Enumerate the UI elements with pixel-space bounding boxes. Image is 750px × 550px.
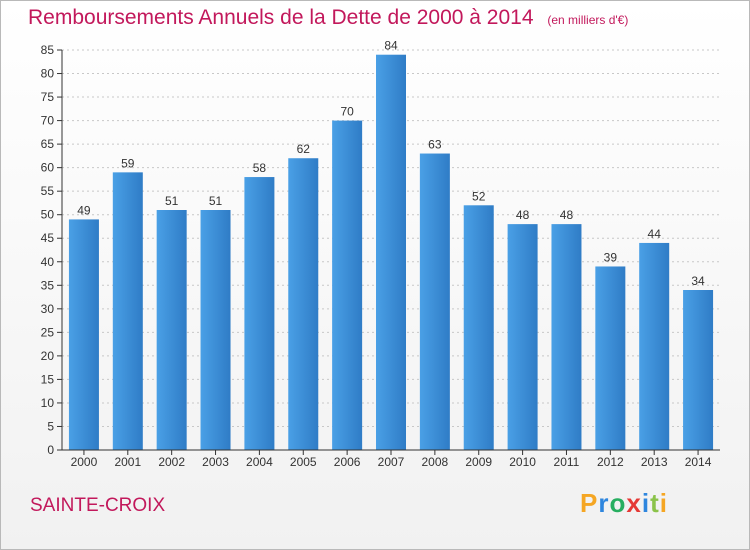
y-tick-label: 65 (41, 137, 55, 151)
bar-value-label: 51 (165, 194, 179, 208)
bar (244, 177, 275, 450)
bar (639, 242, 670, 450)
bar (595, 266, 626, 450)
y-tick-label: 40 (41, 255, 55, 269)
bar (551, 224, 582, 450)
y-tick-label: 15 (41, 372, 55, 386)
bar-value-label: 51 (209, 194, 223, 208)
y-tick-label: 85 (41, 43, 55, 57)
x-tick-label: 2000 (71, 455, 98, 469)
bars (68, 54, 714, 451)
bar (419, 153, 450, 450)
commune-name: SAINTE-CROIX (30, 495, 166, 516)
bar (288, 158, 319, 450)
bar (507, 224, 538, 450)
x-tick-label: 2004 (246, 455, 273, 469)
y-tick-label: 0 (47, 443, 54, 457)
x-tick-label: 2003 (202, 455, 229, 469)
bar (156, 210, 187, 450)
bar-value-label: 49 (77, 203, 91, 217)
bar-value-label: 48 (560, 208, 574, 222)
proxiti-logo[interactable]: Proxiti (580, 488, 668, 518)
x-tick-label: 2001 (114, 455, 141, 469)
bar (683, 290, 714, 450)
bar-value-label: 34 (691, 274, 705, 288)
x-tick-label: 2007 (378, 455, 405, 469)
y-tick-label: 55 (41, 184, 55, 198)
chart-title-text: Remboursements Annuels de la Dette de 20… (28, 6, 534, 29)
x-tick-label: 2012 (597, 455, 624, 469)
bar (376, 54, 406, 451)
y-axis: 0 5 10 15 20 25 30 35 40 45 50 55 60 65 70 75 80 85 (41, 43, 63, 457)
x-tick-label: 2013 (641, 455, 668, 469)
bar-value-label: 52 (472, 189, 486, 203)
y-tick-label: 5 (47, 419, 54, 433)
bar (200, 210, 231, 450)
bar-value-label: 84 (384, 39, 398, 53)
y-tick-label: 70 (41, 114, 55, 128)
x-tick-label: 2009 (465, 455, 492, 469)
y-tick-label: 20 (41, 349, 55, 363)
chart-title: Remboursements Annuels de la Dette de 20… (28, 6, 628, 30)
y-tick-label: 80 (41, 67, 55, 81)
y-tick-label: 60 (41, 161, 55, 175)
y-tick-label: 35 (41, 278, 55, 292)
bar-value-label: 58 (253, 161, 267, 175)
bar-value-label: 48 (516, 208, 530, 222)
bar (68, 219, 99, 450)
bar-value-label: 39 (604, 250, 618, 264)
chart-subtitle: (en milliers d'€) (547, 13, 629, 27)
y-tick-label: 75 (41, 90, 55, 104)
bar-value-label: 44 (648, 227, 662, 241)
y-tick-label: 45 (41, 231, 55, 245)
value-labels: 49 59 51 51 58 62 70 84 63 52 48 48 39 44 34 (77, 39, 705, 288)
bar (463, 205, 494, 450)
bar-value-label: 70 (340, 105, 354, 119)
x-tick-label: 2006 (334, 455, 361, 469)
bar-value-label: 59 (121, 156, 135, 170)
y-tick-label: 50 (41, 208, 55, 222)
y-tick-label: 10 (41, 396, 55, 410)
x-tick-label: 2005 (290, 455, 317, 469)
x-axis: 2000 2001 2002 2003 2004 2005 2006 2007 2008 2009… (62, 449, 720, 469)
bar (112, 172, 143, 450)
y-tick-label: 25 (41, 325, 55, 339)
bar (332, 120, 363, 451)
y-tick-label: 30 (41, 302, 55, 316)
bar-value-label: 62 (297, 142, 311, 156)
x-tick-label: 2008 (422, 455, 449, 469)
x-tick-label: 2014 (685, 455, 712, 469)
x-tick-label: 2010 (509, 455, 536, 469)
bar-value-label: 63 (428, 138, 442, 152)
x-tick-label: 2011 (554, 455, 580, 469)
x-tick-label: 2002 (158, 455, 185, 469)
